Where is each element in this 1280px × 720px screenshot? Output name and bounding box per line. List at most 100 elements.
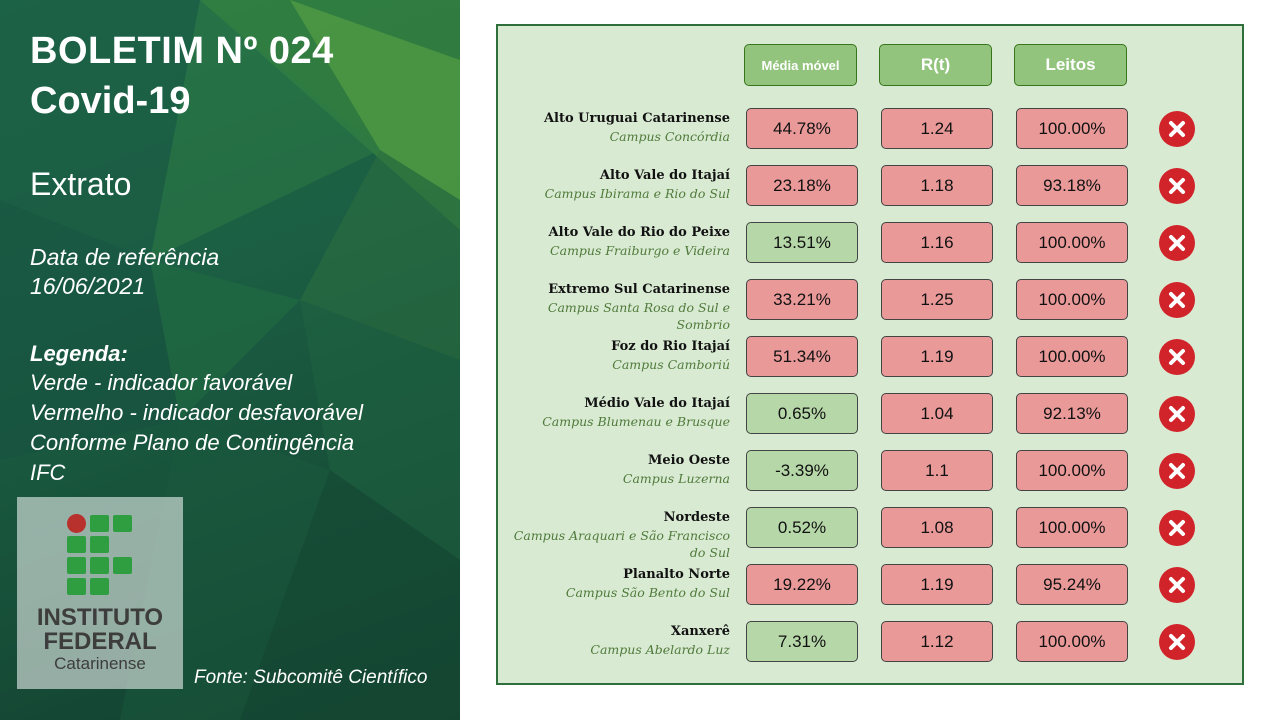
logo-text-line1: INSTITUTO	[36, 604, 164, 631]
logo-square	[90, 578, 109, 595]
leitos-cell: 93.18%	[1016, 165, 1128, 206]
rt-cell: 1.24	[881, 108, 993, 149]
legend-line: Verde - indicador favorável	[30, 370, 293, 395]
logo-grid-icon	[67, 514, 133, 598]
rt-cell: 1.25	[881, 279, 993, 320]
media-movel-cell: 23.18%	[746, 165, 858, 206]
x-circle-icon	[1159, 225, 1195, 261]
table-row: Alto Vale do Itajaí Campus Ibirama e Rio …	[498, 164, 1246, 208]
media-movel-cell: 13.51%	[746, 222, 858, 263]
header-media-movel: Média móvel	[744, 44, 857, 86]
x-circle-icon	[1159, 453, 1195, 489]
legend-title: Legenda:	[30, 341, 128, 366]
leitos-cell: 100.00%	[1016, 222, 1128, 263]
leitos-cell: 100.00%	[1016, 279, 1128, 320]
bulletin-subject: Covid-19	[30, 80, 191, 122]
rt-cell: 1.18	[881, 165, 993, 206]
region-name: Extremo Sul Catarinense	[548, 282, 730, 297]
rt-cell: 1.1	[881, 450, 993, 491]
campus-name: Campus Luzerna	[622, 471, 730, 486]
rt-cell: 1.16	[881, 222, 993, 263]
region-name: Foz do Rio Itajaí	[611, 339, 730, 354]
background-geometric-pattern	[0, 0, 460, 720]
logo-square	[90, 536, 109, 553]
table-row: Foz do Rio Itajaí Campus Camboriú 51.34% 1.…	[498, 335, 1246, 379]
rt-cell: 1.04	[881, 393, 993, 434]
table-row: Alto Vale do Rio do Peixe Campus Fraiburg…	[498, 221, 1246, 265]
logo-square	[67, 557, 86, 574]
campus-name: Campus Santa Rosa do Sul e Sombrio	[547, 300, 730, 332]
table-row: Alto Uruguai Catarinense Campus Concórdia…	[498, 107, 1246, 151]
media-movel-cell: 0.65%	[746, 393, 858, 434]
table-row: Planalto Norte Campus São Bento do Sul 19.…	[498, 563, 1246, 607]
legend-line: Conforme Plano de Contingência	[30, 430, 355, 455]
region-name: Médio Vale do Itajaí	[584, 396, 730, 411]
media-movel-cell: 51.34%	[746, 336, 858, 377]
rt-cell: 1.19	[881, 564, 993, 605]
logo-text-line2: FEDERAL	[43, 628, 157, 655]
rt-cell: 1.08	[881, 507, 993, 548]
region-name: Xanxerê	[670, 624, 730, 639]
leitos-cell: 100.00%	[1016, 507, 1128, 548]
logo-square	[113, 515, 132, 532]
reference-date-label: Data de referência	[30, 244, 220, 270]
indicators-table: Média móvel R(t) Leitos Alto Uruguai Cat…	[496, 24, 1244, 685]
leitos-cell: 100.00%	[1016, 108, 1128, 149]
leitos-cell: 100.00%	[1016, 621, 1128, 662]
region-name: Nordeste	[663, 510, 730, 525]
bulletin-subtitle: Extrato	[30, 166, 132, 202]
campus-name: Campus Araquari e São Francisco do Sul	[513, 528, 730, 560]
rt-cell: 1.19	[881, 336, 993, 377]
campus-name: Campus Ibirama e Rio do Sul	[544, 186, 730, 201]
region-name: Alto Vale do Itajaí	[599, 168, 730, 183]
bulletin-title: BOLETIM Nº 024	[30, 30, 334, 72]
campus-name: Campus Blumenau e Brusque	[542, 414, 730, 429]
legend-line: IFC	[30, 460, 66, 485]
x-circle-icon	[1159, 510, 1195, 546]
campus-name: Campus Fraiburgo e Videira	[550, 243, 730, 258]
logo-square	[90, 557, 109, 574]
media-movel-cell: -3.39%	[746, 450, 858, 491]
leitos-cell: 95.24%	[1016, 564, 1128, 605]
region-name: Planalto Norte	[623, 567, 730, 582]
header-leitos: Leitos	[1014, 44, 1127, 86]
left-panel-content: BOLETIM Nº 024 Covid-19 Extrato Data de …	[0, 0, 460, 720]
header-rt: R(t)	[879, 44, 992, 86]
campus-name: Campus Abelardo Luz	[590, 642, 730, 657]
table-row: Xanxerê Campus Abelardo Luz 7.31% 1.12 100.0…	[498, 620, 1246, 664]
region-name: Alto Vale do Rio do Peixe	[548, 225, 730, 240]
leitos-cell: 100.00%	[1016, 450, 1128, 491]
media-movel-cell: 44.78%	[746, 108, 858, 149]
institute-logo: INSTITUTO FEDERAL Catarinense	[17, 497, 183, 689]
campus-name: Campus Concórdia	[609, 129, 730, 144]
media-movel-cell: 7.31%	[746, 621, 858, 662]
media-movel-cell: 19.22%	[746, 564, 858, 605]
legend-line: Vermelho - indicador desfavorável	[30, 400, 364, 425]
table-row: Médio Vale do Itajaí Campus Blumenau e Br…	[498, 392, 1246, 436]
media-movel-cell: 0.52%	[746, 507, 858, 548]
x-circle-icon	[1159, 111, 1195, 147]
reference-date: 16/06/2021	[30, 273, 146, 299]
logo-square	[67, 536, 86, 553]
left-panel: BOLETIM Nº 024 Covid-19 Extrato Data de …	[0, 0, 460, 720]
leitos-cell: 92.13%	[1016, 393, 1128, 434]
logo-text-line3: Catarinense	[54, 654, 146, 673]
rt-cell: 1.12	[881, 621, 993, 662]
source-note: Fonte: Subcomitê Científico	[194, 667, 428, 688]
logo-square	[67, 578, 86, 595]
region-name: Meio Oeste	[648, 453, 730, 468]
campus-name: Campus São Bento do Sul	[565, 585, 730, 600]
logo-square	[90, 515, 109, 532]
logo-square	[113, 557, 132, 574]
leitos-cell: 100.00%	[1016, 336, 1128, 377]
x-circle-icon	[1159, 168, 1195, 204]
x-circle-icon	[1159, 396, 1195, 432]
table-row: Meio Oeste Campus Luzerna -3.39% 1.1 100.00%	[498, 449, 1246, 493]
table-row: Extremo Sul Catarinense Campus Santa Rosa…	[498, 278, 1246, 332]
campus-name: Campus Camboriú	[612, 357, 730, 372]
x-circle-icon	[1159, 339, 1195, 375]
region-name: Alto Uruguai Catarinense	[543, 111, 730, 126]
x-circle-icon	[1159, 624, 1195, 660]
x-circle-icon	[1159, 567, 1195, 603]
table-row: Nordeste Campus Araquari e São Francisco …	[498, 506, 1246, 560]
